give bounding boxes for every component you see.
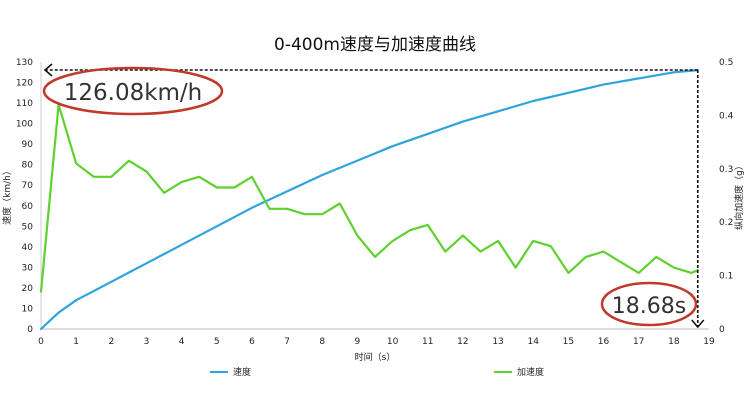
x-tick-label: 15: [563, 337, 574, 347]
y-right-tick-label: 0.3: [719, 165, 733, 175]
annotation-layer: 126.08km/h 18.68s: [42, 63, 705, 329]
x-tick-label: 4: [179, 337, 185, 347]
legend-label-1: 加速度: [517, 366, 544, 378]
y-left-tick-label: 0: [27, 325, 33, 335]
y-left-tick-label: 80: [22, 161, 34, 171]
x-tick-label: 8: [319, 337, 325, 347]
x-tick-label: 3: [144, 337, 150, 347]
y-left-tick-label: 30: [22, 263, 34, 273]
legend-label-0: 速度: [233, 366, 251, 378]
series-layer: [39, 68, 699, 331]
x-tick-label: 14: [527, 337, 539, 347]
x-tick-label: 2: [108, 337, 114, 347]
speed-callout-text: 126.08km/h: [64, 80, 203, 106]
x-tick-label: 5: [214, 337, 220, 347]
y-left-tick-label: 40: [22, 243, 34, 253]
y-left-tick-label: 70: [22, 181, 34, 191]
x-axis-label: 时间（s）: [355, 351, 396, 363]
x-tick-label: 7: [284, 337, 290, 347]
y-right-tick-label: 0: [719, 325, 725, 335]
y-left-tick-label: 10: [22, 304, 34, 314]
y-left-tick-label: 120: [16, 79, 33, 89]
x-tick-label: 18: [668, 337, 680, 347]
x-tick-label: 13: [492, 337, 503, 347]
y-left-tick-label: 110: [16, 99, 33, 109]
series-line-1: [39, 103, 699, 293]
x-tick-label: 12: [457, 337, 468, 347]
x-tick-label: 16: [598, 337, 610, 347]
time-callout-text: 18.68s: [612, 294, 686, 319]
y-right-tick-label: 0.4: [719, 111, 734, 121]
speed-callout-ellipse: [42, 66, 224, 116]
x-tick-label: 6: [249, 337, 255, 347]
y-left-tick-label: 90: [22, 140, 34, 150]
x-tick-label: 0: [38, 337, 44, 347]
y-left-tick-label: 100: [16, 120, 33, 130]
x-tick-label: 10: [387, 337, 399, 347]
x-tick-label: 9: [355, 337, 361, 347]
time-callout-ellipse: [600, 281, 698, 327]
y-left-tick-label: 130: [16, 58, 33, 68]
y-left-tick-label: 60: [22, 202, 34, 212]
speed-guide-arrowhead: [43, 63, 53, 77]
x-tick-label: 19: [703, 337, 715, 347]
x-tick-label: 11: [422, 337, 433, 347]
chart-title: 0-400m速度与加速度曲线: [274, 35, 476, 55]
y-right-tick-label: 0.1: [719, 272, 733, 282]
x-tick-label: 1: [73, 337, 79, 347]
axes-layer: 0 1 2 3 4 5 6 7 8 9 10 11 12 13 14 15 16 17 18 190102030405…: [1, 58, 745, 363]
y-right-tick-label: 0.2: [719, 218, 733, 228]
y-right-axis-label: 纵向加速度（g）: [733, 161, 745, 230]
time-guide-arrowhead: [691, 319, 705, 329]
legend: 速度 加速度: [210, 366, 544, 378]
y-left-tick-label: 50: [22, 222, 34, 232]
y-left-axis-label: 速度（km/h）: [1, 166, 13, 225]
x-tick-label: 17: [633, 337, 644, 347]
series-line-0: [39, 68, 699, 331]
y-right-tick-label: 0.5: [719, 58, 733, 68]
y-left-tick-label: 20: [22, 284, 34, 294]
